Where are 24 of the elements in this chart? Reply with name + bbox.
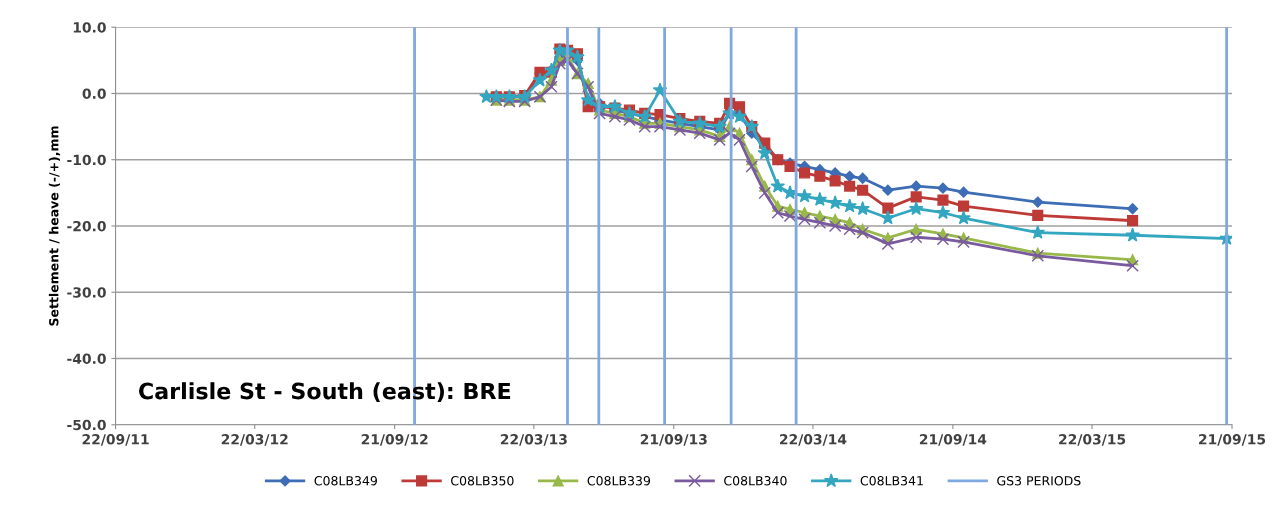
y-tick-label: 0.0	[82, 88, 106, 99]
x-tick-label: 21/09/13	[640, 434, 707, 446]
legend-label: GS3 PERIODS	[997, 475, 1081, 486]
y-tick-label: -20.0	[67, 220, 106, 232]
y-tick-label: -40.0	[67, 353, 106, 364]
x-tick-label: 22/03/14	[779, 434, 847, 446]
y-axis-title: Settlement / heave (-/+),mm	[48, 126, 61, 326]
x-tick-label: 21/09/14	[919, 434, 987, 446]
y-tick-label: -10.0	[67, 154, 106, 166]
legend-label: C08LB341	[860, 475, 923, 486]
legend-label: C08LB340	[724, 475, 787, 486]
x-tick-label: 22/09/11	[82, 434, 149, 446]
y-tick-label: 10.0	[73, 22, 106, 33]
y-tick-label: -50.0	[67, 419, 106, 431]
x-tick-label: 21/09/12	[361, 434, 428, 446]
text: Carlisle St - South (east): BRE	[139, 382, 511, 403]
x-tick-label: 21/09/15	[1199, 434, 1266, 446]
x-tick-label: 22/03/12	[221, 434, 288, 446]
x-tick-label: 22/03/15	[1059, 434, 1126, 446]
x-tick-label: 22/03/13	[500, 434, 567, 446]
legend-label: C08LB339	[587, 475, 651, 486]
y-tick-label: -30.0	[67, 287, 106, 298]
legend-label: C08LB350	[451, 475, 514, 486]
legend-label: C08LB349	[314, 475, 377, 486]
